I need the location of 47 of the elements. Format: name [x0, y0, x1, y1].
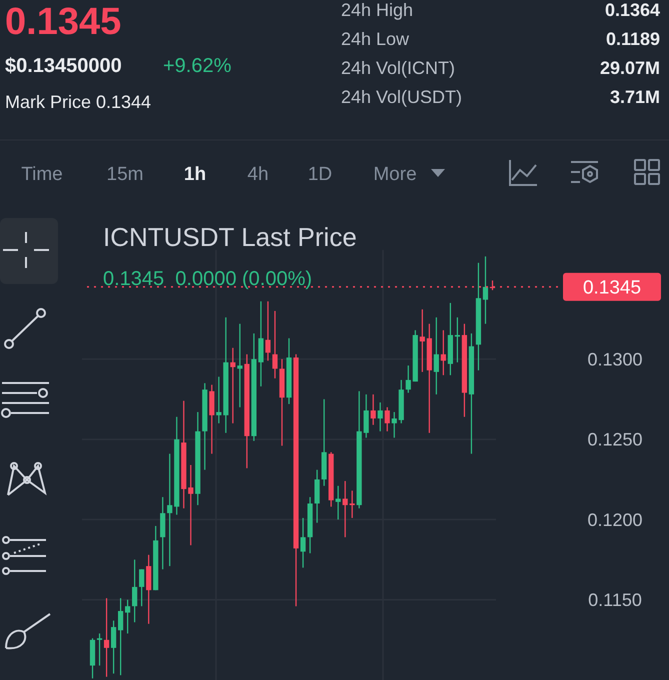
y-tick-label: 0.1300 — [587, 349, 643, 370]
candlestick — [272, 310, 278, 379]
candlestick — [96, 632, 102, 666]
candlestick — [139, 568, 144, 607]
text: 0.1364 — [604, 0, 660, 20]
text: 1h — [184, 164, 206, 185]
chart-title: ICNTUSDT Last Price — [103, 222, 357, 252]
text: 24h High — [341, 0, 414, 20]
y-tick-label: 0.1200 — [587, 510, 643, 530]
text: 24h Vol(USDT) — [341, 87, 462, 107]
candlestick — [132, 559, 138, 623]
candlestick — [454, 316, 460, 363]
candlestick — [384, 406, 390, 432]
text: 4h — [247, 164, 269, 185]
text: More — [373, 164, 417, 185]
text: 29.07M — [600, 58, 660, 78]
text: 15m — [106, 164, 144, 185]
candlestick — [378, 402, 383, 432]
ref-line-label: 0.1345 — [582, 278, 642, 299]
candlestick — [482, 256, 488, 324]
y-tick-label: 0.1150 — [588, 590, 642, 610]
candlestick — [434, 316, 439, 396]
candlestick — [125, 599, 130, 634]
text: 24h Low — [341, 29, 410, 49]
candlestick — [336, 485, 341, 520]
candlestick — [370, 394, 376, 426]
candlestick — [118, 598, 124, 676]
y-tick-label: 0.1250 — [587, 430, 643, 450]
candlestick — [440, 330, 446, 376]
candlestick — [265, 300, 271, 362]
text: 0.1345 — [5, 1, 122, 43]
candlestick — [300, 517, 306, 568]
candlestick — [350, 490, 355, 519]
candlestick — [104, 598, 110, 678]
text: 0.1345 0.0000 (0.00%) — [103, 268, 312, 290]
text: 0.1189 — [606, 29, 660, 49]
text: Time — [21, 164, 63, 185]
text: 24h Vol(ICNT) — [341, 58, 456, 78]
candlestick — [110, 620, 116, 674]
text: $0.13450000 — [5, 55, 122, 77]
text: +9.62% — [163, 55, 232, 77]
text: 3.71M — [610, 87, 660, 107]
text: 1D — [308, 164, 332, 185]
candlestick — [237, 323, 242, 408]
text: Mark Price 0.1344 — [5, 92, 152, 112]
candlestick — [342, 480, 348, 538]
candlestick — [230, 347, 236, 424]
